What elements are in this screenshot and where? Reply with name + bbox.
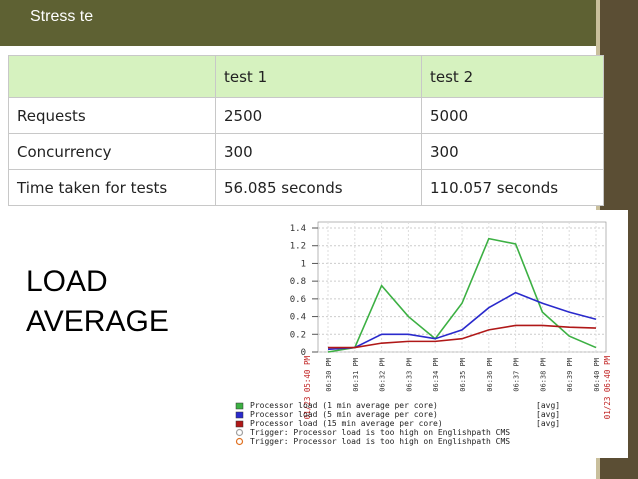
trigger-label: Trigger: Processor load is too high on E… <box>250 437 510 446</box>
x-tick-label: 06:36 PM <box>486 358 494 392</box>
legend-tag: [avg] <box>536 419 560 428</box>
side-text: AVERAGE <box>26 305 169 338</box>
trigger-marker <box>235 437 244 446</box>
header-cell: test 2 <box>421 55 604 98</box>
cell: 2500 <box>215 97 422 134</box>
range-label: 01/23 06:40 PM <box>603 356 612 420</box>
results-table: test 1 test 2 Requests 2500 5000 Concurren… <box>8 55 604 206</box>
legend-label: Processor load (1 min average per core) <box>250 401 438 410</box>
legend-swatch <box>235 420 244 428</box>
y-tick-label: 1 <box>301 259 306 269</box>
y-tick-label: 1.4 <box>290 224 306 234</box>
chart: 0 0.2 0.4 0.6 0.8 1 1.2 1.4 06:30 PM 06:31 PM 06:3… <box>218 210 628 458</box>
x-tick-label: 06:37 PM <box>513 358 521 392</box>
x-tick-label: 06:38 PM <box>539 358 547 392</box>
y-tick-label: 0.6 <box>290 295 306 305</box>
cell: Time taken for tests <box>8 169 216 206</box>
cell: Concurrency <box>8 133 216 170</box>
title-band <box>0 0 638 46</box>
cell: 56.085 seconds <box>215 169 422 206</box>
cell: 300 <box>421 133 604 170</box>
header-cell: test 1 <box>215 55 422 98</box>
legend-swatch <box>235 411 244 419</box>
range-label: 01/23 05:40 PM <box>303 356 312 420</box>
trigger-label: Trigger: Processor load is too high on E… <box>250 428 510 437</box>
series-line <box>327 237 597 353</box>
x-tick-label: 06:34 PM <box>432 358 440 392</box>
cell: 300 <box>215 133 422 170</box>
table-row: Concurrency 300 300 <box>8 133 604 170</box>
side-text: LOAD <box>26 265 108 298</box>
y-tick-label: 0.2 <box>290 330 306 340</box>
table-row: Time taken for tests 56.085 seconds 110.05… <box>8 169 604 206</box>
series-line <box>328 324 597 349</box>
y-tick-label: 0 <box>301 348 306 358</box>
y-tick-label: 1.2 <box>290 242 306 252</box>
x-tick-label: 06:31 PM <box>352 358 360 392</box>
x-tick-label: 06:33 PM <box>405 358 413 392</box>
legend-label: Processor load (5 min average per core) <box>250 410 438 419</box>
legend-label: Processor load (15 min average per core) <box>250 419 443 428</box>
cell: 5000 <box>421 97 604 134</box>
x-tick-label: 06:35 PM <box>459 358 467 392</box>
cell: Requests <box>8 97 216 134</box>
table-row: Requests 2500 5000 <box>8 97 604 134</box>
table-header: test 1 test 2 <box>8 55 604 98</box>
legend-swatch <box>235 402 244 410</box>
legend-tag: [avg] <box>536 410 560 419</box>
trigger-marker <box>235 428 244 437</box>
x-tick-label: 06:39 PM <box>566 358 574 392</box>
legend-tag: [avg] <box>536 401 560 410</box>
series-line <box>327 291 597 351</box>
cell: 110.057 seconds <box>421 169 604 206</box>
header-cell <box>8 55 216 98</box>
x-tick-label: 06:40 PM <box>593 358 601 392</box>
x-tick-label: 06:30 PM <box>325 358 333 392</box>
slide-title: Stress te <box>30 8 94 25</box>
y-tick-label: 0.4 <box>290 313 306 323</box>
x-tick-label: 06:32 PM <box>379 358 387 392</box>
y-tick-label: 0.8 <box>290 277 306 287</box>
